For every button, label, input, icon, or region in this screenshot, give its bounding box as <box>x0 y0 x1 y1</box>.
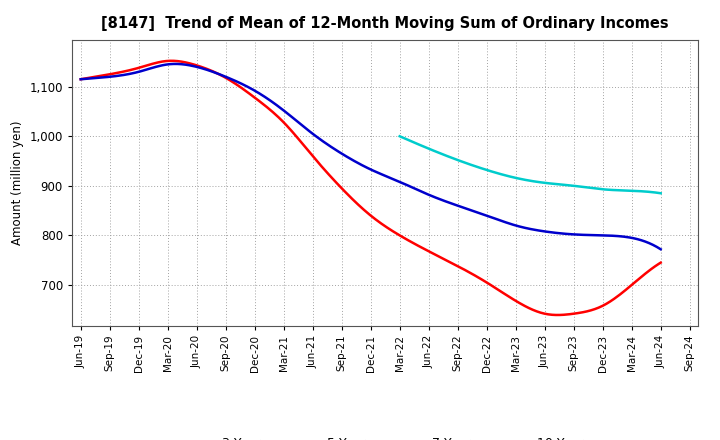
Y-axis label: Amount (million yen): Amount (million yen) <box>11 121 24 245</box>
Legend: 3 Years, 5 Years, 7 Years, 10 Years: 3 Years, 5 Years, 7 Years, 10 Years <box>176 432 595 440</box>
Title: [8147]  Trend of Mean of 12-Month Moving Sum of Ordinary Incomes: [8147] Trend of Mean of 12-Month Moving … <box>102 16 669 32</box>
